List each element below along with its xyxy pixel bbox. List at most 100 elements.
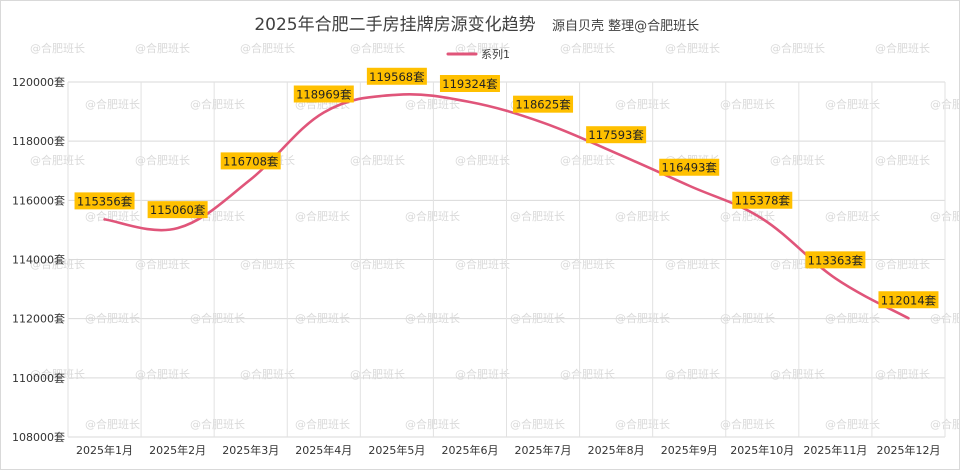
watermark-text: @合肥班长 bbox=[615, 97, 670, 111]
legend: 系列1 bbox=[446, 47, 510, 61]
watermark-text: @合肥班长 bbox=[30, 153, 85, 167]
data-label: 113363套 bbox=[805, 251, 866, 269]
watermark-text: @合肥班长 bbox=[825, 417, 880, 431]
series-line bbox=[103, 93, 910, 320]
watermark-text: @合肥班长 bbox=[350, 367, 405, 381]
watermark-text: @合肥班长 bbox=[560, 153, 615, 167]
x-tick-label: 2025年5月 bbox=[368, 443, 425, 457]
chart-subtitle: 源自贝壳 整理@合肥班长 bbox=[552, 19, 699, 34]
watermark-text: @合肥班长 bbox=[85, 209, 140, 223]
watermark-text: @合肥班长 bbox=[825, 97, 880, 111]
y-tick-label: 120000套 bbox=[12, 76, 65, 89]
data-label: 115060套 bbox=[147, 201, 208, 219]
y-tick-label: 112000套 bbox=[12, 313, 65, 326]
watermark-text: @合肥班长 bbox=[240, 257, 295, 271]
y-tick-label: 116000套 bbox=[12, 194, 65, 207]
data-label: 119324套 bbox=[439, 74, 500, 92]
watermark-text: @合肥班长 bbox=[405, 417, 460, 431]
watermark-text: @合肥班长 bbox=[190, 417, 245, 431]
x-tick-label: 2025年1月 bbox=[76, 443, 133, 457]
data-label-box bbox=[74, 192, 135, 210]
y-tick-label: 114000套 bbox=[12, 254, 65, 267]
data-label-text: 119568套 bbox=[369, 70, 425, 84]
y-tick-label: 108000套 bbox=[12, 431, 65, 444]
watermark-text: @合肥班长 bbox=[30, 257, 85, 271]
watermark-text: @合肥班长 bbox=[615, 209, 670, 223]
data-label-text: 118625套 bbox=[515, 98, 571, 112]
watermark-text: @合肥班长 bbox=[240, 41, 295, 55]
x-tick-label: 2025年12月 bbox=[876, 443, 940, 457]
data-label-text: 115378套 bbox=[735, 194, 791, 208]
watermark-text: @合肥班长 bbox=[770, 41, 825, 55]
watermark-text: @合肥班长 bbox=[85, 311, 140, 325]
watermark-text: @合肥班长 bbox=[405, 97, 460, 111]
data-label-box bbox=[732, 191, 793, 209]
x-axis-ticks: 2025年1月 2025年2月 2025年3月 2025年4月 2025年5月 2025年… bbox=[76, 443, 940, 457]
data-label-box bbox=[439, 74, 500, 92]
x-tick-label: 2025年11月 bbox=[803, 443, 867, 457]
watermark-text: @合肥班长 bbox=[825, 209, 880, 223]
watermark-text: @合肥班长 bbox=[135, 153, 190, 167]
data-label: 118625套 bbox=[513, 95, 574, 113]
chart-title: 2025年合肥二手房挂牌房源变化趋势 bbox=[254, 15, 535, 35]
watermark-text: @合肥班长 bbox=[510, 311, 565, 325]
watermark-text: @合肥班长 bbox=[295, 417, 350, 431]
watermark-text: @合肥班长 bbox=[350, 41, 405, 55]
watermark-text: @合肥班长 bbox=[455, 367, 510, 381]
y-tick-label: 118000套 bbox=[12, 135, 65, 148]
watermark-text: @合肥班长 bbox=[560, 257, 615, 271]
data-label-box bbox=[220, 152, 281, 170]
watermark-text: @合肥班长 bbox=[720, 311, 775, 325]
data-label: 119568套 bbox=[366, 67, 427, 85]
watermark-text: @合肥班长 bbox=[190, 97, 245, 111]
watermark-text: @合肥班长 bbox=[350, 153, 405, 167]
y-tick-label: 110000套 bbox=[12, 372, 65, 385]
watermark-text: @合肥班长 bbox=[135, 367, 190, 381]
data-label-text: 116493套 bbox=[662, 161, 718, 175]
data-label: 112014套 bbox=[878, 291, 939, 309]
watermark-text: @合肥班长 bbox=[30, 41, 85, 55]
data-label-box bbox=[293, 85, 354, 103]
x-tick-label: 2025年8月 bbox=[588, 443, 645, 457]
x-tick-label: 2025年10月 bbox=[730, 443, 794, 457]
data-label-text: 112014套 bbox=[881, 293, 937, 307]
watermark-text: @合肥班长 bbox=[510, 417, 565, 431]
x-tick-label: 2025年3月 bbox=[222, 443, 279, 457]
data-label-box bbox=[805, 251, 866, 269]
data-label-text: 118969套 bbox=[296, 88, 352, 102]
watermark-text: @合肥班长 bbox=[510, 209, 565, 223]
y-axis-ticks: 108000套 110000套 112000套 114000套 116000套 11800… bbox=[12, 76, 65, 444]
watermark-text: @合肥班长 bbox=[560, 367, 615, 381]
watermark-text: @合肥班长 bbox=[405, 209, 460, 223]
watermark-text: @合肥班长 bbox=[190, 311, 245, 325]
watermark-text: @合肥班长 bbox=[825, 311, 880, 325]
x-tick-label: 2025年9月 bbox=[661, 443, 718, 457]
watermark-text: @合肥班长 bbox=[875, 153, 930, 167]
watermark-text: @合肥班长 bbox=[665, 367, 720, 381]
data-label-text: 115356套 bbox=[77, 194, 133, 208]
watermark-text: @合肥班长 bbox=[615, 417, 670, 431]
watermark-text: @合肥班长 bbox=[405, 311, 460, 325]
watermark-text: @合肥班长 bbox=[875, 367, 930, 381]
watermark-text: @合肥班长 bbox=[135, 257, 190, 271]
watermark-text: @合肥班长 bbox=[770, 367, 825, 381]
data-label-text: 119324套 bbox=[442, 77, 498, 91]
watermark-text: @合肥班长 bbox=[560, 41, 615, 55]
data-label: 118969套 bbox=[293, 85, 354, 103]
data-label-text: 113363套 bbox=[808, 253, 864, 267]
x-tick-label: 2025年2月 bbox=[149, 443, 206, 457]
data-label: 115378套 bbox=[732, 191, 793, 209]
x-tick-label: 2025年4月 bbox=[295, 443, 352, 457]
watermark-text: @合肥班长 bbox=[295, 209, 350, 223]
watermark-text: @合肥班长 bbox=[295, 311, 350, 325]
watermark-text: @合肥班长 bbox=[665, 41, 720, 55]
data-label-box bbox=[878, 291, 939, 309]
data-label: 117593套 bbox=[586, 126, 647, 144]
data-label-box bbox=[659, 158, 720, 176]
data-label: 116708套 bbox=[220, 152, 281, 170]
watermark-text: @合肥班长 bbox=[875, 257, 930, 271]
data-label-box bbox=[513, 95, 574, 113]
